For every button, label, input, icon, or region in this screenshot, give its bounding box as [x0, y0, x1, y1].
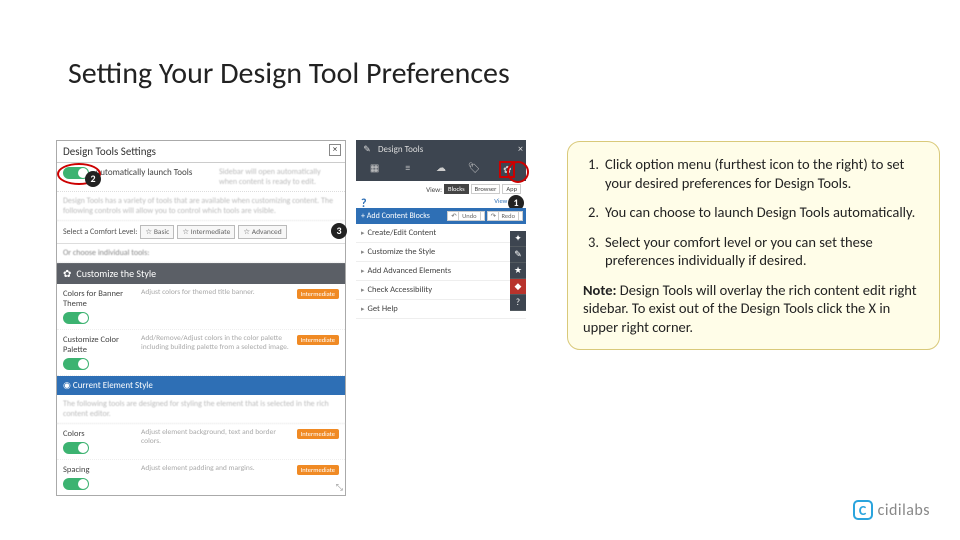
tool-create-edit[interactable]: Create/Edit Content — [356, 224, 526, 243]
instruction-1: Click option menu (furthest icon to the … — [605, 155, 924, 192]
style-row-palette: Customize Color Palette Add/Remove/Adjus… — [57, 330, 345, 376]
spacing-desc: Adjust element padding and margins. — [141, 465, 291, 474]
tag-icon[interactable]: 🏷 — [466, 161, 482, 178]
style-row-banner: Colors for Banner Theme Adjust colors fo… — [57, 284, 345, 330]
image-icon[interactable]: ▦ — [367, 161, 383, 178]
auto-launch-desc: Sidebar will open automatically when con… — [219, 167, 339, 187]
instruction-callout: 1.Click option menu (furthest icon to th… — [567, 141, 940, 350]
tool-accessibility[interactable]: Check Accessibility — [356, 281, 526, 300]
colors-label: Colors — [63, 429, 135, 439]
view-row: View: Blocks Browser App 1 — [356, 181, 526, 197]
resize-handle-icon[interactable]: ⤡ — [336, 482, 343, 493]
settings-panel: Design Tools Settings × Automatically la… — [56, 140, 346, 496]
colors-desc: Adjust element background, text and bord… — [141, 429, 291, 446]
close-icon[interactable]: × — [329, 144, 341, 156]
question-icon[interactable]: ? — [510, 295, 526, 311]
banner-theme-toggle[interactable] — [63, 312, 89, 324]
add-blocks-label: + Add Content Blocks — [361, 211, 430, 221]
current-element-desc: The following tools are designed for sty… — [57, 395, 345, 424]
upload-icon[interactable]: ☁ — [433, 161, 449, 178]
colors-toggle[interactable] — [63, 442, 89, 454]
style-row-colors: Colors Adjust element background, text a… — [57, 424, 345, 460]
comfort-level-row: Select a Comfort Level: ☆ Basic ☆ Interm… — [57, 221, 345, 244]
settings-title-text: Design Tools Settings — [63, 145, 156, 158]
or-choose-label: Or choose individual tools: — [57, 244, 345, 263]
view-help-link[interactable]: View Help — [356, 197, 526, 208]
banner-theme-desc: Adjust colors for themed title banner. — [141, 289, 291, 298]
star-icon[interactable]: ★ — [510, 263, 526, 279]
view-browser[interactable]: Browser — [471, 184, 501, 194]
settings-panel-title: Design Tools Settings × — [57, 141, 345, 163]
list-icon[interactable]: ≡ — [400, 161, 416, 178]
view-label: View: — [426, 185, 442, 194]
color-palette-label: Customize Color Palette — [63, 335, 135, 355]
spacing-label: Spacing — [63, 465, 135, 475]
note-label: Note: — [583, 281, 617, 299]
note-text: Design Tools will overlay the rich conte… — [583, 281, 917, 336]
style-row-spacing: Spacing Adjust element padding and margi… — [57, 460, 345, 495]
close-icon[interactable]: × — [518, 142, 523, 155]
color-palette-desc: Add/Remove/Adjust colors in the color pa… — [141, 335, 291, 352]
design-tools-panel: ✎ Design Tools × ▦ ≡ ☁ 🏷 ✿ View: Blocks … — [356, 140, 526, 319]
current-element-header[interactable]: Current Element Style — [57, 376, 345, 395]
tools-header-label: Design Tools — [378, 144, 423, 155]
auto-launch-row: Automatically launch Tools Sidebar will … — [57, 163, 345, 192]
intermediate-badge: Intermediate — [297, 465, 339, 475]
paint-icon[interactable]: ✎ — [510, 247, 526, 263]
instruction-3: Select your comfort level or you can set… — [605, 233, 924, 270]
add-content-blocks-button[interactable]: + Add Content Blocks ↶ Undo ↷ Redo — [356, 208, 526, 224]
sparkle-icon[interactable]: ✦ — [510, 231, 526, 247]
customize-style-header[interactable]: Customize the Style — [57, 263, 345, 284]
annotation-badge-2: 2 — [85, 171, 101, 187]
redo-button[interactable]: ↷ Redo — [487, 211, 523, 221]
annotation-circle-1 — [507, 161, 529, 183]
side-icon-rail: ✦ ✎ ★ ◆ ? — [510, 231, 526, 311]
paintbrush-icon: ✎ — [361, 144, 373, 155]
comfort-advanced[interactable]: ☆ Advanced — [238, 225, 286, 239]
banner-theme-label: Colors for Banner Theme — [63, 289, 135, 309]
customize-style-label: Customize the Style — [76, 267, 156, 280]
color-palette-toggle[interactable] — [63, 358, 89, 370]
logo-mark: C — [853, 500, 873, 520]
gear-icon — [63, 267, 71, 280]
tool-advanced[interactable]: Add Advanced Elements — [356, 262, 526, 281]
view-app[interactable]: App — [502, 184, 521, 194]
page-title: Setting Your Design Tool Preferences — [68, 55, 510, 92]
instruction-2: You can choose to launch Design Tools au… — [605, 203, 915, 222]
cidilabs-logo: C cidilabs — [853, 500, 930, 520]
tools-header: ✎ Design Tools × — [356, 140, 526, 158]
comfort-basic[interactable]: ☆ Basic — [140, 225, 174, 239]
spacing-toggle[interactable] — [63, 478, 89, 490]
view-blocks[interactable]: Blocks — [444, 184, 469, 194]
tool-get-help[interactable]: Get Help — [356, 300, 526, 319]
tool-customize-style[interactable]: Customize the Style — [356, 243, 526, 262]
shield-icon[interactable]: ◆ — [510, 279, 526, 295]
intermediate-badge: Intermediate — [297, 429, 339, 439]
intermediate-badge: Intermediate — [297, 335, 339, 345]
annotation-badge-3: 3 — [331, 223, 347, 239]
auto-launch-label: Automatically launch Tools — [95, 167, 213, 178]
comfort-intermediate[interactable]: ☆ Intermediate — [177, 225, 235, 239]
undo-button[interactable]: ↶ Undo — [447, 211, 484, 221]
settings-intro-text: Design Tools has a variety of tools that… — [57, 192, 345, 221]
comfort-label: Select a Comfort Level: — [63, 227, 137, 237]
tools-icon-row: ▦ ≡ ☁ 🏷 ✿ — [356, 158, 526, 181]
intermediate-badge: Intermediate — [297, 289, 339, 299]
undo-redo-group: ↶ Undo ↷ Redo — [447, 211, 523, 221]
logo-text: cidilabs — [878, 501, 930, 520]
instruction-note: Note: Design Tools will overlay the rich… — [583, 281, 924, 337]
